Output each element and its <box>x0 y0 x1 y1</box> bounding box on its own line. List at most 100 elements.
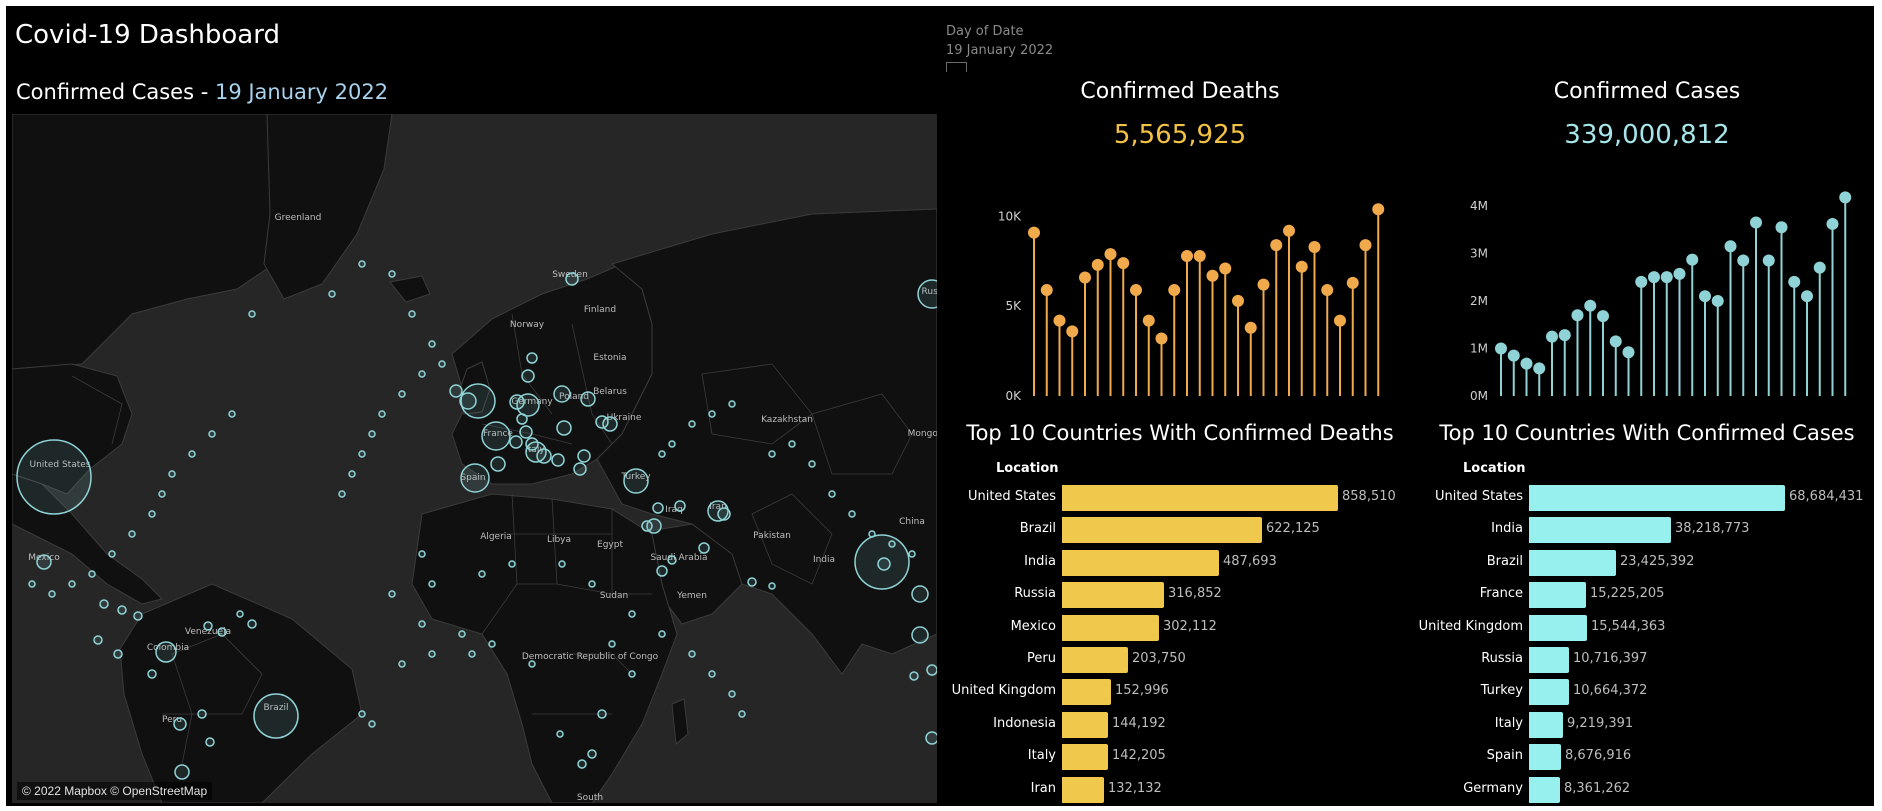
cases-bar-row[interactable]: India 38,218,773 <box>1412 517 1874 544</box>
case-marker[interactable] <box>698 542 710 554</box>
case-marker[interactable] <box>188 450 196 458</box>
cases-lollipop-point[interactable] <box>1635 275 1648 288</box>
deaths-bar-row[interactable]: Russia 316,852 <box>945 582 1415 609</box>
cases-bar[interactable] <box>1529 549 1616 576</box>
case-marker[interactable] <box>768 582 776 590</box>
cases-lollipop-chart[interactable]: 4M 3M 2M 1M 0M <box>1412 186 1874 406</box>
deaths-bar[interactable] <box>1062 517 1262 544</box>
deaths-lollipop-point[interactable] <box>1244 321 1257 334</box>
case-marker[interactable] <box>398 390 406 398</box>
cases-lollipop-point[interactable] <box>1686 253 1699 266</box>
case-marker[interactable] <box>656 565 668 577</box>
case-marker[interactable] <box>623 468 649 494</box>
deaths-lollipop-point[interactable] <box>1130 284 1142 297</box>
deaths-bar-row[interactable]: India 487,693 <box>945 549 1415 576</box>
top-deaths-bar-chart[interactable]: United States 858,510 Brazil 622,125 India 48… <box>945 485 1415 806</box>
case-marker[interactable] <box>133 611 143 621</box>
case-marker[interactable] <box>525 437 539 451</box>
case-marker[interactable] <box>580 391 596 407</box>
cases-lollipop-point[interactable] <box>1724 240 1737 253</box>
cases-bar[interactable] <box>1529 582 1586 609</box>
case-marker[interactable] <box>155 641 177 663</box>
case-marker[interactable] <box>551 453 565 467</box>
case-marker[interactable] <box>328 290 336 298</box>
case-marker[interactable] <box>228 410 236 418</box>
case-marker[interactable] <box>926 664 937 676</box>
case-marker[interactable] <box>917 279 937 309</box>
cases-lollipop-point[interactable] <box>1495 342 1507 355</box>
case-marker[interactable] <box>398 660 406 668</box>
case-marker[interactable] <box>509 394 525 410</box>
deaths-bar[interactable] <box>1062 549 1219 576</box>
case-marker[interactable] <box>597 709 607 719</box>
case-marker[interactable] <box>388 590 396 598</box>
case-marker[interactable] <box>553 385 571 403</box>
cases-bar[interactable] <box>1529 776 1560 803</box>
case-marker[interactable] <box>525 441 547 463</box>
deaths-bar[interactable] <box>1062 744 1108 771</box>
case-marker[interactable] <box>253 693 299 739</box>
cases-lollipop-point[interactable] <box>1711 294 1724 307</box>
case-marker[interactable] <box>173 717 187 731</box>
case-marker[interactable] <box>459 392 477 410</box>
deaths-lollipop-point[interactable] <box>1053 314 1066 327</box>
case-marker[interactable] <box>925 731 937 745</box>
case-marker[interactable] <box>247 619 257 629</box>
case-marker[interactable] <box>828 490 836 498</box>
cases-lollipop-point[interactable] <box>1826 217 1839 230</box>
cases-lollipop-point[interactable] <box>1533 362 1546 375</box>
case-marker[interactable] <box>908 550 916 558</box>
case-marker[interactable] <box>449 384 463 398</box>
case-marker[interactable] <box>236 610 244 618</box>
case-marker[interactable] <box>147 669 157 679</box>
cases-lollipop-point[interactable] <box>1813 261 1826 274</box>
case-marker[interactable] <box>174 764 190 780</box>
case-markers[interactable] <box>16 260 937 780</box>
case-marker[interactable] <box>428 580 436 588</box>
case-marker[interactable] <box>418 620 426 628</box>
case-marker[interactable] <box>573 462 587 476</box>
deaths-lollipop-point[interactable] <box>1066 325 1079 338</box>
cases-bar-row[interactable]: Russia 10,716,397 <box>1412 647 1874 673</box>
case-marker[interactable] <box>868 530 876 538</box>
case-marker[interactable] <box>565 272 579 286</box>
case-marker[interactable] <box>848 510 856 518</box>
case-marker[interactable] <box>88 570 96 578</box>
deaths-bar-row[interactable]: Indonesia 144,192 <box>945 711 1415 738</box>
case-marker[interactable] <box>113 649 123 659</box>
cases-bar-row[interactable]: Spain 8,676,916 <box>1412 744 1874 771</box>
deaths-lollipop-point[interactable] <box>1181 249 1193 262</box>
case-marker[interactable] <box>408 310 416 318</box>
case-marker[interactable] <box>358 450 366 458</box>
case-marker[interactable] <box>688 650 696 658</box>
cases-bar-row[interactable]: Germany 8,361,262 <box>1412 776 1874 803</box>
cases-lollipop-point[interactable] <box>1648 271 1660 284</box>
case-marker[interactable] <box>428 340 436 348</box>
cases-lollipop-point[interactable] <box>1801 290 1813 303</box>
case-marker[interactable] <box>197 709 207 719</box>
case-marker[interactable] <box>509 435 523 449</box>
case-marker[interactable] <box>28 580 36 588</box>
deaths-lollipop-chart[interactable]: 10K 5K 0K <box>945 186 1415 406</box>
cases-lollipop-point[interactable] <box>1584 299 1597 312</box>
case-marker[interactable] <box>460 463 490 493</box>
cases-lollipop-point[interactable] <box>1660 271 1673 284</box>
case-marker[interactable] <box>888 540 896 548</box>
case-marker[interactable] <box>358 260 366 268</box>
case-marker[interactable] <box>558 560 566 568</box>
deaths-bar-row[interactable]: United Kingdom 152,996 <box>945 679 1415 706</box>
case-marker[interactable] <box>728 400 736 408</box>
case-marker[interactable] <box>738 710 746 718</box>
cases-lollipop-point[interactable] <box>1520 357 1533 370</box>
cases-lollipop-point[interactable] <box>1699 290 1711 303</box>
deaths-lollipop-point[interactable] <box>1091 258 1104 271</box>
case-marker[interactable] <box>418 370 426 378</box>
case-marker[interactable] <box>658 630 666 638</box>
case-marker[interactable] <box>667 555 677 565</box>
cases-bar[interactable] <box>1529 614 1587 641</box>
case-marker[interactable] <box>577 759 587 769</box>
case-marker[interactable] <box>217 627 227 637</box>
deaths-lollipop-point[interactable] <box>1283 224 1295 237</box>
deaths-lollipop-point[interactable] <box>1295 260 1308 273</box>
case-marker[interactable] <box>808 460 816 468</box>
